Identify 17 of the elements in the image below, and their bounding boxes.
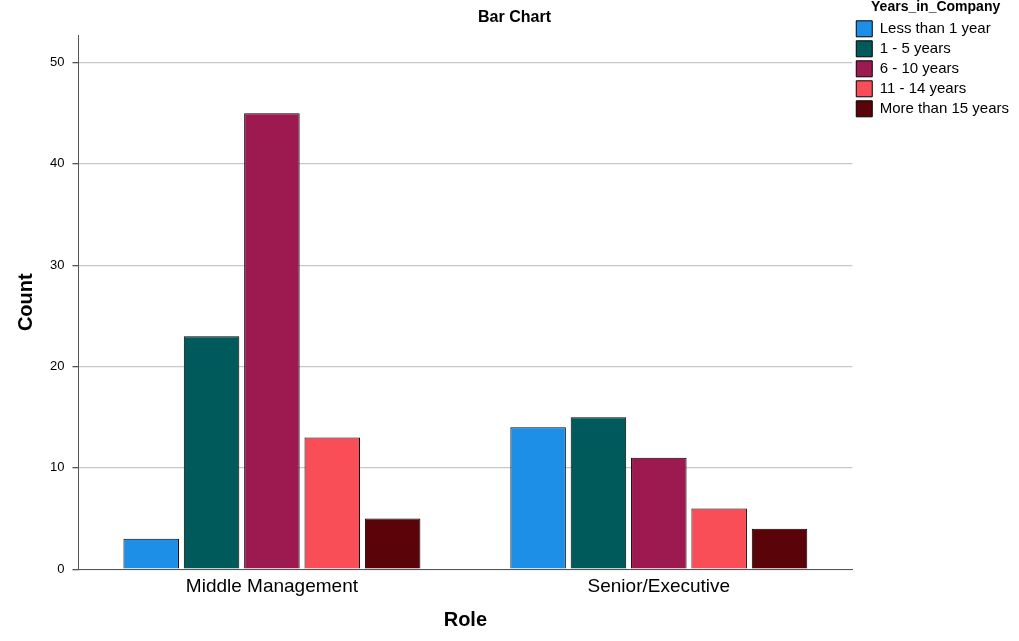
- x-tick-label: Senior/Executive: [587, 574, 731, 596]
- y-tick-label: 10: [49, 459, 65, 475]
- y-tick-label: 0: [57, 560, 65, 576]
- y-axis-title: Count: [13, 272, 36, 332]
- legend-title: Years_in_Company: [871, 0, 1001, 14]
- chart-title: Bar Chart: [478, 8, 552, 26]
- y-tick-label: 30: [49, 256, 65, 272]
- legend-label: Less than 1 year: [879, 18, 991, 36]
- legend-label: 11 - 14 years: [879, 78, 967, 96]
- legend-label: 6 - 10 years: [879, 58, 959, 76]
- x-axis-title: Role: [443, 607, 488, 630]
- y-tick-label: 40: [49, 155, 65, 171]
- legend-label: More than 15 years: [879, 98, 1010, 116]
- y-tick-label: 50: [49, 54, 65, 70]
- y-tick-label: 20: [49, 358, 65, 374]
- legend-label: 1 - 5 years: [879, 38, 951, 56]
- x-tick-label: Middle Management: [185, 574, 359, 596]
